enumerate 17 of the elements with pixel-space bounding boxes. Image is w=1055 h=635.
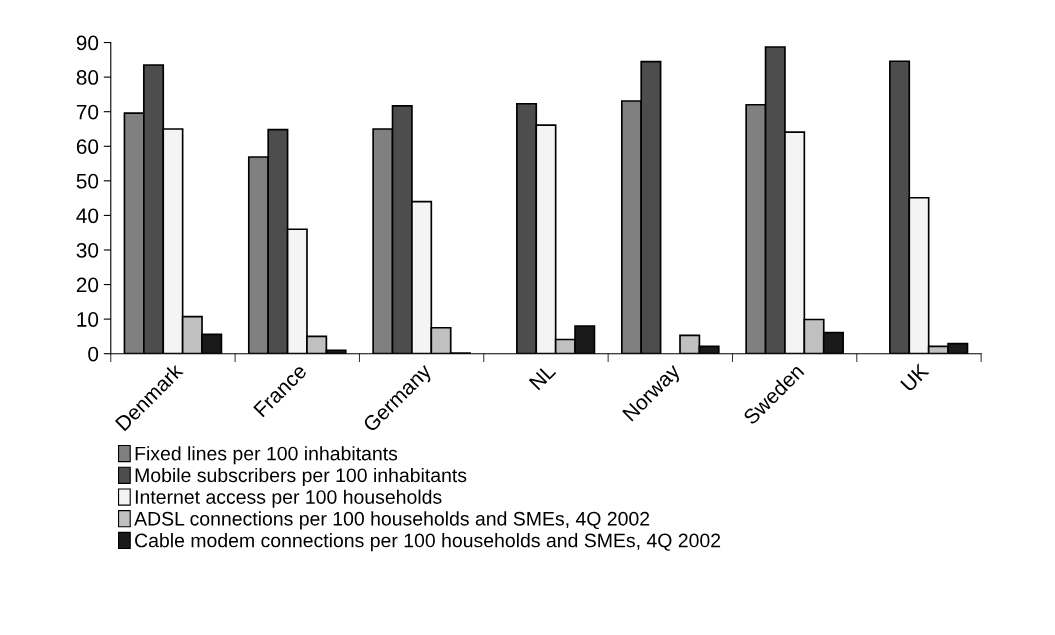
- legend-label: Internet access per 100 households: [135, 489, 442, 508]
- y-tick-label: 50: [76, 173, 99, 189]
- x-tick-label: UK: [900, 362, 930, 393]
- y-tick-label: 40: [76, 208, 99, 224]
- legend-label: Mobile subscribers per 100 inhabitants: [135, 467, 467, 487]
- y-tick-label: 80: [76, 70, 99, 85]
- y-tick-label: 90: [76, 35, 99, 51]
- legend-label: Cable modem connections per 100 households and SMEs, 4Q 2002: [135, 533, 721, 552]
- y-tick-label: 70: [76, 104, 99, 120]
- y-tick-label: 30: [76, 242, 99, 258]
- legend-label: Fixed lines per 100 inhabitants: [135, 446, 398, 465]
- y-tick-label: 0: [88, 346, 99, 362]
- y-tick-label: 60: [76, 139, 99, 155]
- x-tick-label: NL: [528, 363, 557, 391]
- y-tick-label: 10: [77, 312, 99, 327]
- y-tick-label: 20: [76, 277, 99, 293]
- legend-label: ADSL connections per 100 households and SMEs, 4Q 2002: [134, 511, 650, 530]
